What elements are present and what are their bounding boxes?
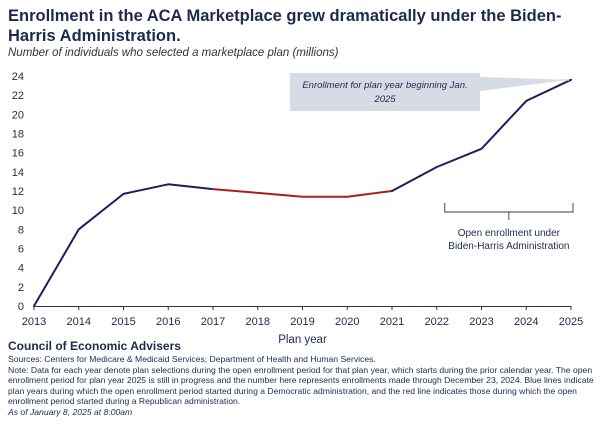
callout-box: [290, 73, 480, 111]
y-tick-label: 14: [12, 167, 24, 179]
y-tick-label: 6: [18, 244, 24, 256]
series-line-1: [33, 183, 214, 307]
x-axis: 2013 2014 2015 2016 2017 2018 2019 2020 2021 2022…: [22, 306, 583, 328]
x-tick-label: 2015: [111, 316, 135, 328]
footer: Council of Economic Advisers Sources: Ce…: [8, 339, 596, 418]
x-tick-label: 2017: [201, 316, 225, 328]
y-tick-label: 8: [18, 224, 24, 236]
bracket-line: [444, 203, 574, 220]
x-tick-label: 2018: [246, 316, 270, 328]
x-tick-label: 2022: [425, 316, 449, 328]
x-axis-title: Plan year: [278, 334, 327, 346]
y-tick-label: 10: [12, 205, 24, 217]
y-tick-label: 0: [18, 301, 24, 313]
y-tick-label: 22: [12, 90, 24, 102]
x-tick-label: 2023: [469, 316, 493, 328]
x-tick-label: 2025: [559, 316, 583, 328]
sources-text: Sources: Centers for Medicare & Medicaid…: [8, 354, 376, 364]
callout-annotation: Enrollment for plan year beginning Jan. 2…: [290, 73, 570, 111]
series-lines: [33, 78, 572, 307]
x-tick-label: 2021: [380, 316, 404, 328]
x-tick-label: 2024: [514, 316, 538, 328]
source-organization: Council of Economic Advisers: [8, 339, 181, 353]
y-tick-label: 18: [12, 129, 24, 141]
x-tick-label: 2019: [290, 316, 314, 328]
x-tick-label: 2013: [22, 316, 46, 328]
x-tick-label: 2020: [335, 316, 359, 328]
x-tick-label: 2014: [67, 316, 91, 328]
x-tick-label: 2016: [156, 316, 180, 328]
callout-text: Enrollment for plan year beginning Jan. 2…: [302, 80, 467, 105]
y-tick-label: 20: [12, 109, 24, 121]
y-tick-label: 24: [12, 71, 24, 83]
y-tick-label: 4: [18, 263, 24, 275]
note-text: Note: Data for each year denote plan sel…: [8, 364, 594, 407]
y-tick-label: 12: [12, 186, 24, 198]
y-tick-label: 16: [12, 148, 24, 160]
chart-title: Enrollment in the ACA Marketplace grew d…: [8, 7, 562, 45]
bracket-annotation: Open enrollment under Biden-Harris Admini…: [444, 203, 574, 252]
callout-pointer: [480, 77, 569, 91]
y-tick-label: 2: [18, 282, 24, 294]
y-axis-title: Number of individuals who selected a mar…: [8, 47, 339, 59]
bracket-label: Open enrollment under Biden-Harris Admini…: [448, 228, 569, 252]
series-line-2: [212, 188, 393, 198]
timestamp: As of January 8, 2025 at 8:00am: [8, 406, 133, 417]
series-line-3: [391, 78, 572, 192]
